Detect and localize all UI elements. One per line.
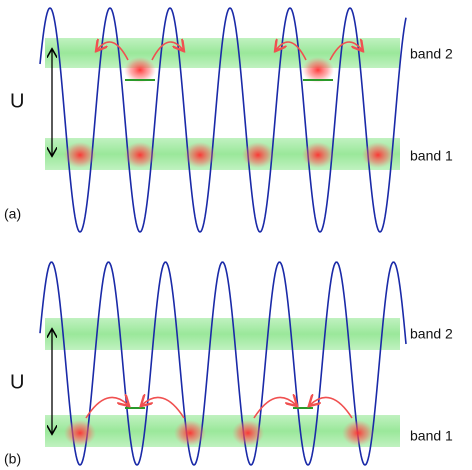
particle bbox=[232, 420, 264, 446]
band-label: band 2 bbox=[410, 326, 453, 342]
panel-label: (b) bbox=[4, 451, 21, 467]
particle bbox=[124, 142, 156, 168]
hop-arrow bbox=[86, 397, 128, 418]
layer bbox=[40, 8, 406, 465]
diagram: band 2 band 1 U (a) band 2 band 1 U (b) bbox=[0, 0, 472, 470]
hop-arrow bbox=[310, 397, 352, 418]
hop-arrow bbox=[142, 397, 184, 418]
particle bbox=[242, 142, 274, 168]
particle bbox=[64, 142, 96, 168]
panel-label: (a) bbox=[4, 206, 21, 222]
particle bbox=[362, 142, 394, 168]
band-label: band 1 bbox=[410, 428, 453, 444]
band-label: band 2 bbox=[410, 46, 453, 62]
particle bbox=[342, 420, 374, 446]
particle bbox=[174, 420, 206, 446]
particle bbox=[64, 420, 96, 446]
particle bbox=[184, 142, 216, 168]
band-label: band 1 bbox=[410, 148, 453, 164]
energy-band bbox=[45, 138, 400, 170]
particle bbox=[302, 142, 334, 168]
gap-label: U bbox=[10, 90, 24, 112]
gap-label: U bbox=[10, 371, 24, 393]
